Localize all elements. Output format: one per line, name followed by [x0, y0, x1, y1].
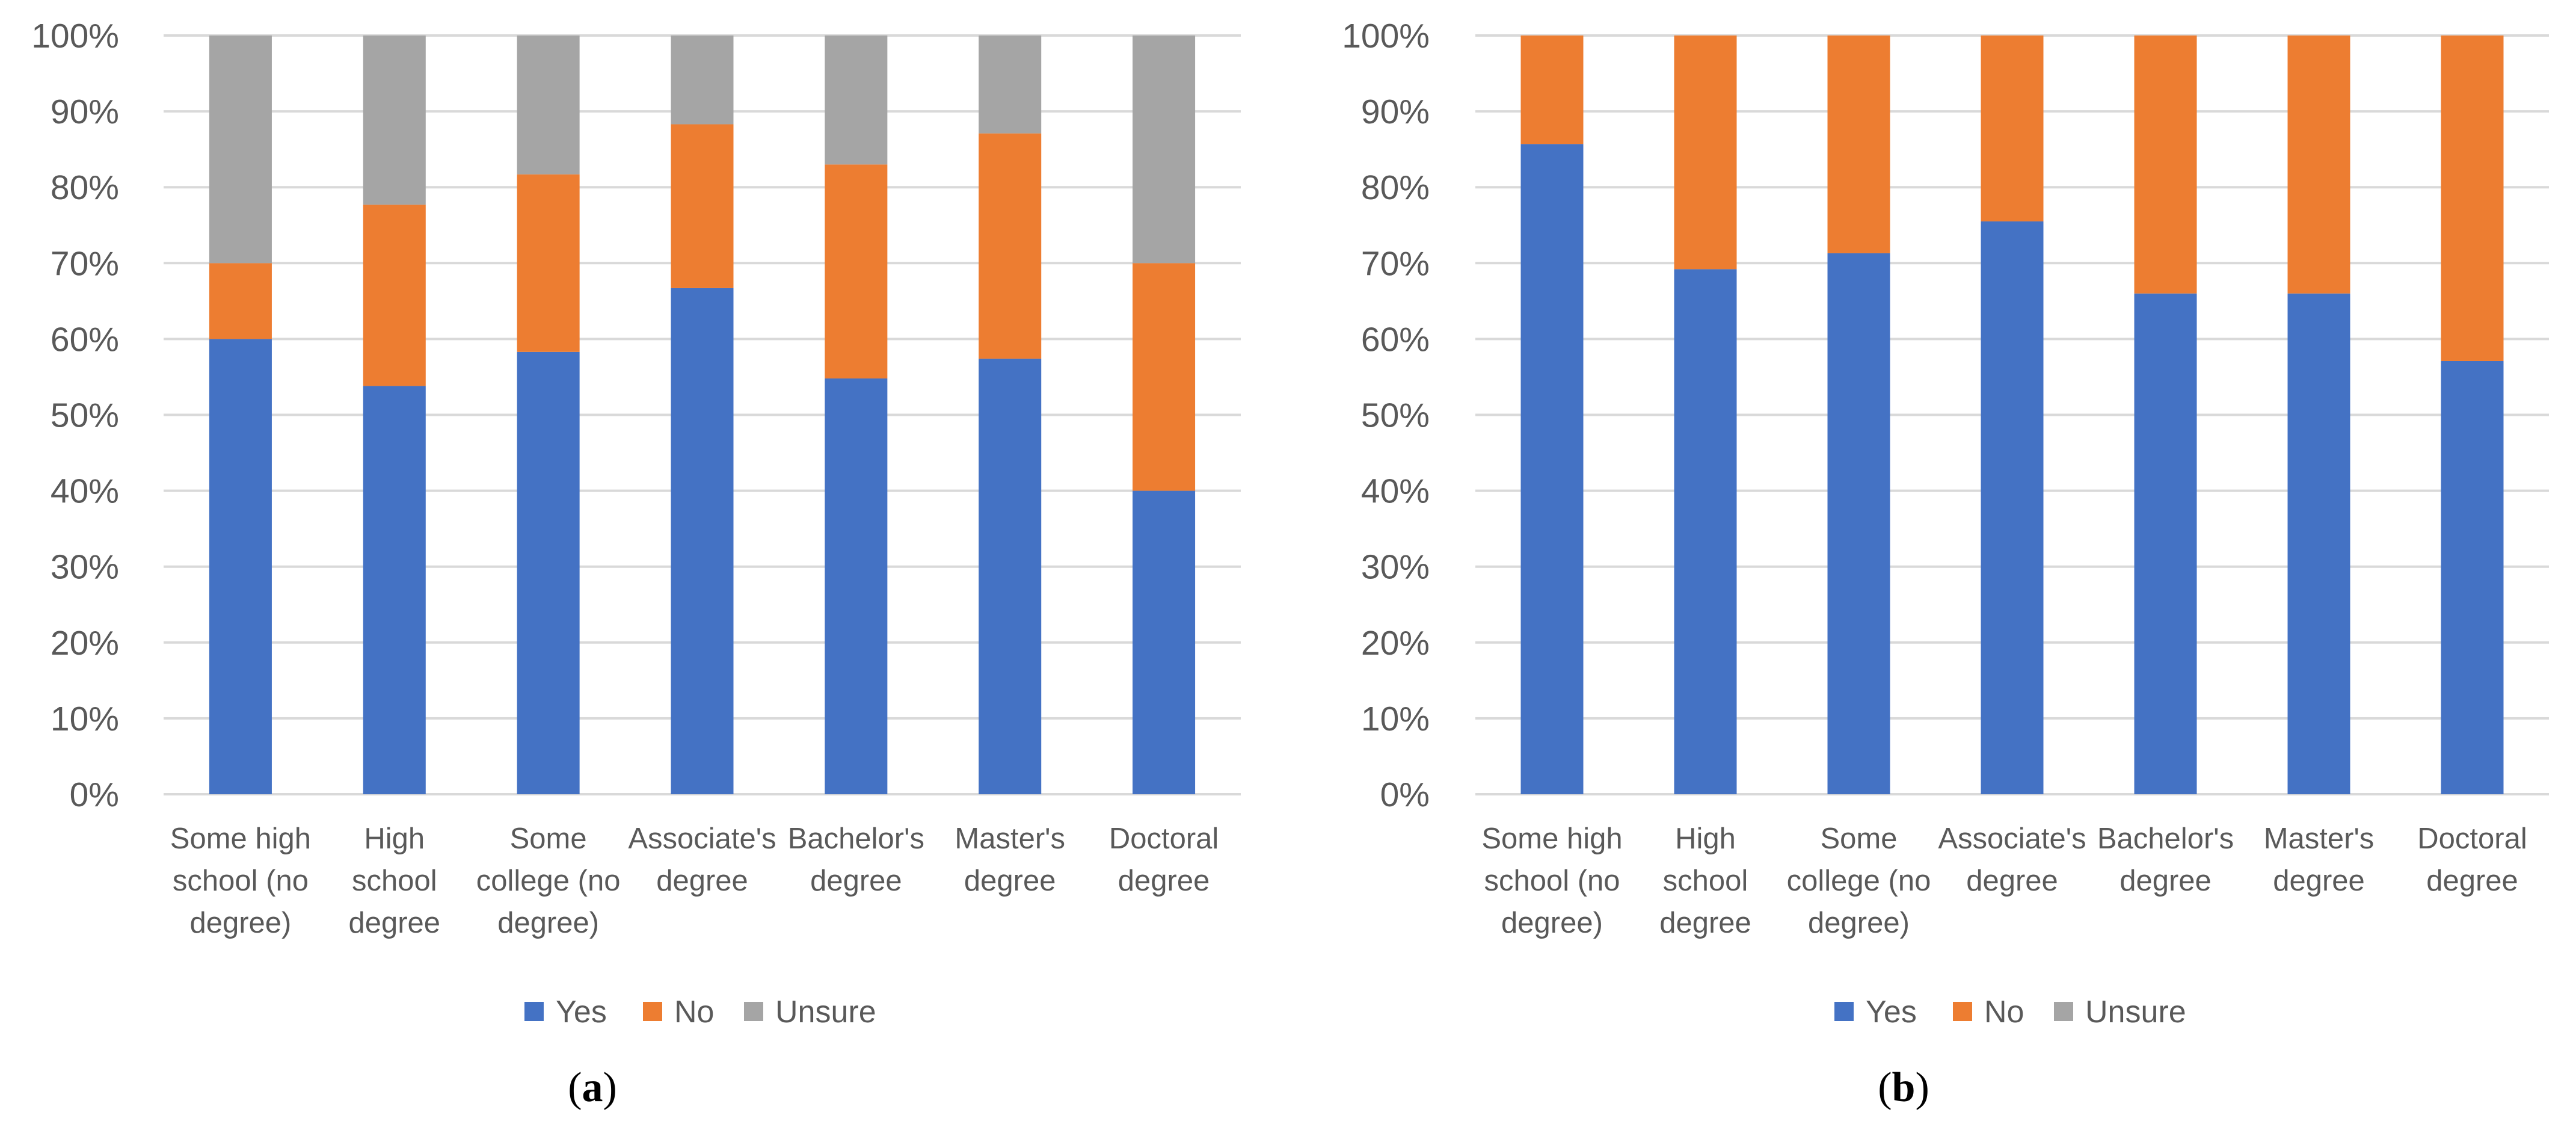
legend-swatch-yes — [524, 1002, 544, 1021]
x-category-label: Some high school (no degree) — [1481, 823, 1622, 939]
legend-swatch-no — [643, 1002, 662, 1021]
legend-label: Unsure — [2085, 995, 2186, 1030]
x-category-label: Doctoral degree — [1109, 823, 1219, 897]
y-tick-label: 40% — [1361, 472, 1430, 511]
bar-segment-unsure — [363, 36, 426, 205]
y-tick-label: 0% — [1380, 776, 1430, 814]
y-tick-label: 40% — [51, 472, 119, 511]
x-category-label: High school degree — [1659, 823, 1751, 939]
bar-segment-yes — [1827, 253, 1890, 795]
bar-segment-no — [1674, 36, 1737, 270]
bar-segment-no — [517, 174, 580, 352]
bar-segment-yes — [2287, 293, 2350, 794]
panel-caption: (b) — [1878, 1064, 1929, 1111]
y-tick-label: 80% — [1361, 168, 1430, 207]
y-tick-label: 20% — [51, 624, 119, 662]
legend-swatch-yes — [1834, 1002, 1854, 1021]
bar-segment-unsure — [979, 36, 1042, 134]
legend: Yes No Unsure — [1834, 995, 2186, 1030]
y-tick-label: 50% — [51, 397, 119, 435]
bar-segment-no — [2134, 36, 2197, 294]
x-category-label: High school degree — [348, 823, 440, 939]
bar-segment-no — [1827, 36, 1890, 253]
bar-segment-yes — [671, 288, 734, 795]
bar-segment-no — [979, 133, 1042, 359]
legend-swatch-unsure — [744, 1002, 763, 1021]
bar-segment-unsure — [1133, 36, 1196, 264]
bar-segment-yes — [979, 359, 1042, 794]
bar-segment-no — [825, 164, 888, 378]
x-category-label: Associate's degree — [628, 823, 776, 897]
y-tick-label: 90% — [1361, 93, 1430, 131]
legend-label: Yes — [556, 995, 607, 1030]
bar-segment-yes — [2441, 360, 2504, 794]
bar-segment-no — [363, 205, 426, 386]
x-category-label: Some college (no degree) — [1787, 823, 1931, 939]
bar-segment-yes — [1133, 490, 1196, 794]
y-tick-label: 100% — [1342, 17, 1430, 55]
y-tick-label: 0% — [70, 776, 119, 814]
bar-segment-unsure — [209, 36, 272, 264]
x-category-label: Master's degree — [2264, 823, 2375, 897]
y-tick-label: 60% — [1361, 320, 1430, 359]
x-category-label: Bachelor's degree — [2097, 823, 2234, 897]
bar-segment-yes — [363, 386, 426, 794]
bar-segment-unsure — [825, 36, 888, 165]
x-category-label: Master's degree — [954, 823, 1065, 897]
bar-segment-no — [209, 263, 272, 339]
legend: Yes No Unsure — [524, 995, 876, 1030]
bar-segment-no — [2441, 36, 2504, 361]
panel-caption: (a) — [568, 1064, 617, 1111]
y-tick-label: 70% — [51, 244, 119, 283]
bar-segment-no — [2287, 36, 2350, 294]
bar-segment-no — [1520, 36, 1584, 144]
legend-label: Yes — [1866, 995, 1917, 1030]
bar-segment-yes — [2134, 293, 2197, 794]
chart-panel-a: 0% 10% 20% 30% 40% 50% 60% 70% 80% 90% 100% Some hi… — [31, 17, 1241, 1111]
bar-segment-yes — [1674, 269, 1737, 794]
chart-panel-b: 0% 10% 20% 30% 40% 50% 60% 70% 80% 90% 100% Some hi… — [1342, 17, 2549, 1111]
y-tick-label: 70% — [1361, 244, 1430, 283]
bar-segment-yes — [825, 378, 888, 794]
bar-segment-no — [1981, 36, 2044, 221]
bar-segment-yes — [1981, 221, 2044, 794]
legend-swatch-no — [1953, 1002, 1972, 1021]
x-category-label: Bachelor's degree — [788, 823, 924, 897]
y-tick-label: 30% — [51, 548, 119, 587]
bar-segment-yes — [517, 351, 580, 794]
x-category-label: Associate's degree — [1938, 823, 2086, 897]
legend-swatch-unsure — [2054, 1002, 2073, 1021]
y-tick-label: 30% — [1361, 548, 1430, 587]
legend-label: No — [674, 995, 714, 1030]
bar-segment-unsure — [517, 36, 580, 174]
x-category-label: Some college (no degree) — [476, 823, 621, 939]
y-tick-label: 80% — [51, 168, 119, 207]
legend-label: Unsure — [775, 995, 876, 1030]
y-tick-label: 100% — [31, 17, 119, 55]
bar-segment-yes — [209, 339, 272, 794]
x-category-label: Doctoral degree — [2417, 823, 2527, 897]
legend-label: No — [1984, 995, 2024, 1030]
y-tick-label: 60% — [51, 320, 119, 359]
y-tick-label: 10% — [1361, 700, 1430, 738]
y-tick-label: 10% — [51, 700, 119, 738]
y-tick-label: 90% — [51, 93, 119, 131]
y-tick-label: 50% — [1361, 397, 1430, 435]
bar-segment-yes — [1520, 144, 1584, 794]
x-category-label: Some high school (no degree) — [170, 823, 311, 939]
bar-segment-unsure — [671, 36, 734, 125]
bar-segment-no — [671, 124, 734, 288]
bar-segment-no — [1133, 263, 1196, 491]
y-tick-label: 20% — [1361, 624, 1430, 662]
